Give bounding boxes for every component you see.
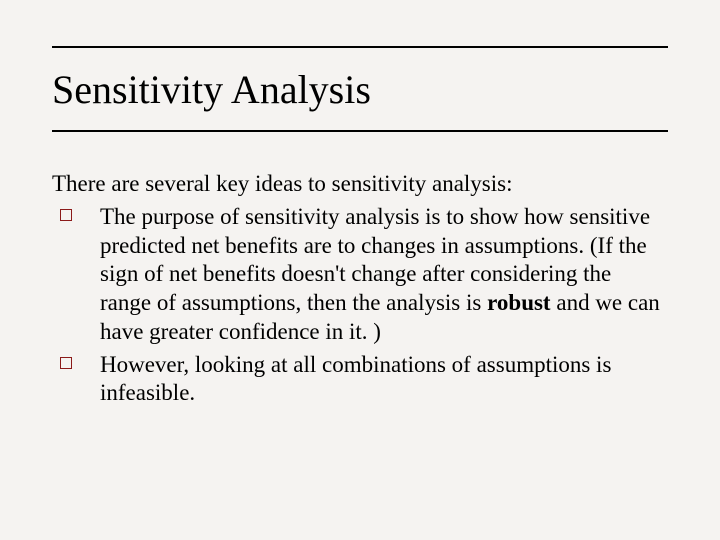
square-bullet-icon [60,357,72,369]
list-item: However, looking at all combinations of … [60,351,668,409]
bullet-bold-word: robust [487,290,551,315]
bullet-text-before: However, looking at all combinations of … [100,352,611,406]
slide-title: Sensitivity Analysis [52,68,668,112]
intro-text: There are several key ideas to sensitivi… [52,170,668,199]
title-rule-wrap: Sensitivity Analysis [52,46,668,132]
slide: Sensitivity Analysis There are several k… [0,0,720,540]
square-bullet-icon [60,209,72,221]
list-item: The purpose of sensitivity analysis is t… [60,203,668,347]
bullet-list: The purpose of sensitivity analysis is t… [52,203,668,408]
